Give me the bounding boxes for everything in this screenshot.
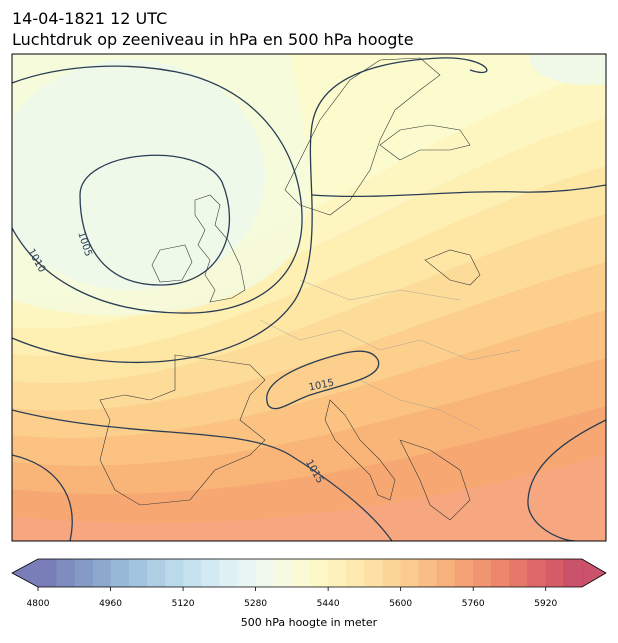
colorbar-box (455, 559, 474, 587)
title-line-2: Luchtdruk op zeeniveau in hPa en 500 hPa… (12, 30, 414, 49)
isobar (12, 57, 488, 363)
colorbar-box (146, 559, 166, 587)
coastline (284, 57, 441, 216)
colorbar-box (128, 559, 148, 587)
colorbar-box (509, 559, 529, 587)
colorbar: 4800 4960 5120 5280 5440 5600 5760 5920 (11, 558, 607, 609)
coastline (324, 399, 396, 501)
colorbar-box (418, 559, 438, 587)
colorbar-box (382, 559, 402, 587)
colorbar-box (364, 559, 384, 587)
colorbar-box (255, 559, 275, 587)
colorbar-extend-low (12, 559, 38, 587)
map-fill (12, 54, 606, 541)
colorbar-box (273, 559, 293, 587)
colorbar-box (346, 559, 365, 587)
colorbar-box (201, 559, 220, 587)
colorbar-box (291, 559, 311, 587)
colorbar-box (110, 559, 130, 587)
colorbar-extend-high (582, 559, 606, 587)
colorbar-box (237, 559, 257, 587)
coastline (399, 439, 471, 521)
map-band (12, 60, 265, 290)
isobar (527, 419, 606, 541)
border (259, 279, 521, 431)
isobar (311, 184, 606, 198)
colorbar-tick-label: 4960 (99, 599, 122, 609)
map-lines (12, 57, 606, 541)
colorbar-box (219, 559, 238, 587)
colorbar-box (92, 559, 112, 587)
colorbar-label: 500 hPa hoogte in meter (241, 616, 378, 629)
colorbar-box (164, 559, 184, 587)
colorbar-tick-label: 5600 (389, 599, 412, 609)
colorbar-tick-label: 5280 (244, 599, 267, 609)
colorbar-box (328, 559, 347, 587)
isobar (12, 65, 303, 314)
colorbar-box (56, 559, 75, 587)
isobar (12, 409, 393, 541)
colorbar-box (563, 559, 583, 587)
colorbar-tick-label: 4800 (27, 599, 50, 609)
colorbar-box (436, 559, 456, 587)
isobar (12, 454, 73, 541)
colorbar-box (545, 559, 565, 587)
contour-label: 1015 (308, 378, 335, 394)
colorbar-box (38, 559, 57, 587)
coastline (151, 244, 193, 283)
coastline (379, 124, 471, 161)
colorbar-box (400, 559, 420, 587)
colorbar-box (183, 559, 202, 587)
colorbar-tick-label: 5120 (172, 599, 195, 609)
map-band (530, 54, 606, 85)
title-line-1: 14-04-1821 12 UTC (12, 9, 167, 28)
isobar (266, 350, 380, 410)
colorbar-tick-label: 5760 (462, 599, 485, 609)
isobar (79, 154, 230, 286)
colorbar-tick-label: 5920 (534, 599, 557, 609)
coastline (99, 354, 266, 506)
map-frame (11, 53, 607, 542)
colorbar-box (527, 559, 547, 587)
colorbar-box (310, 559, 329, 587)
colorbar-box (491, 559, 510, 587)
coastline (424, 249, 481, 286)
colorbar-box (74, 559, 93, 587)
coastline (194, 194, 246, 303)
colorbar-box (473, 559, 492, 587)
colorbar-outline (11, 558, 607, 588)
colorbar-tick-label: 5440 (317, 599, 340, 609)
